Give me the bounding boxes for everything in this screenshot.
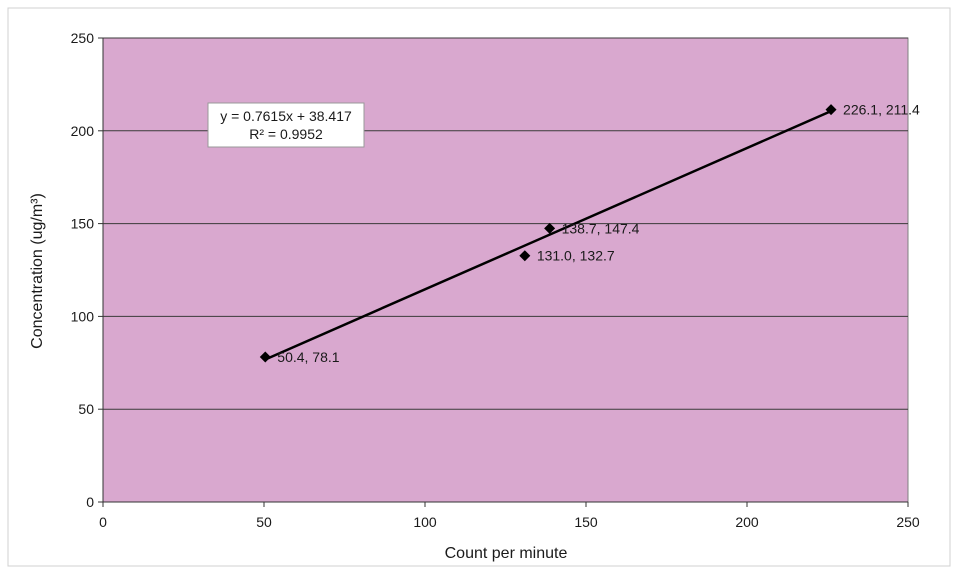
data-point-marker [519, 250, 531, 262]
y-tick-label: 250 [71, 30, 95, 46]
x-tick-label: 150 [574, 514, 598, 530]
equation-box: y = 0.7615x + 38.417 R² = 0.9952 [207, 102, 365, 148]
y-tick-label: 50 [78, 401, 94, 417]
y-axis-ticks: 0 50 100 150 200 250 [71, 30, 103, 510]
axes [102, 38, 908, 503]
y-tick-label: 150 [71, 216, 95, 232]
x-tick-label: 200 [735, 514, 759, 530]
y-tick-label: 100 [71, 308, 95, 324]
r-squared: R² = 0.9952 [249, 126, 323, 142]
y-tick-label: 200 [71, 123, 95, 139]
data-point-marker [259, 351, 271, 363]
trendline [264, 109, 832, 361]
x-axis-ticks: 0 50 100 150 200 250 [99, 502, 920, 530]
trendline-equation: y = 0.7615x + 38.417 [220, 108, 352, 124]
y-tick-label: 0 [86, 494, 94, 510]
data-point-marker [544, 222, 556, 234]
data-point-label: 50.4, 78.1 [277, 349, 339, 365]
data-point-label: 226.1, 211.4 [843, 102, 920, 118]
data-point-marker [825, 104, 837, 116]
x-tick-label: 250 [896, 514, 920, 530]
data-points [259, 104, 837, 363]
x-tick-label: 0 [99, 514, 107, 530]
data-point-label: 138.7, 147.4 [562, 220, 640, 236]
y-axis-title: Concentration (ug/m³) [29, 193, 46, 349]
data-labels: 50.4, 78.1 131.0, 132.7 138.7, 147.4 226.1,… [277, 102, 920, 365]
x-axis-title: Count per minute [445, 545, 568, 562]
x-tick-label: 100 [413, 514, 437, 530]
data-point-label: 131.0, 132.7 [537, 248, 615, 264]
x-tick-label: 50 [256, 514, 272, 530]
